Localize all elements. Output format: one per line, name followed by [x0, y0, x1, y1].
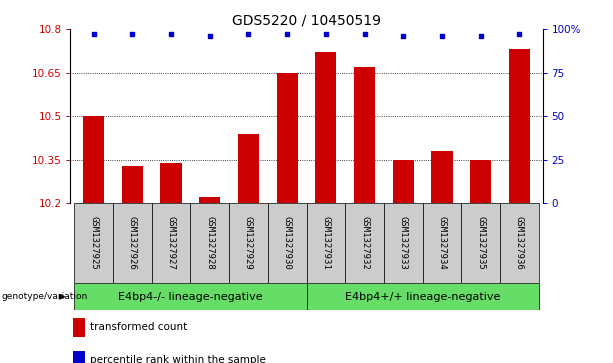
Point — [282, 31, 292, 37]
Text: GSM1327931: GSM1327931 — [321, 216, 330, 270]
Bar — [315, 52, 337, 203]
Bar — [122, 166, 143, 203]
Text: GSM1327932: GSM1327932 — [360, 216, 369, 270]
Point — [128, 31, 137, 37]
FancyBboxPatch shape — [152, 203, 191, 283]
Bar — [432, 151, 452, 203]
FancyBboxPatch shape — [74, 203, 113, 283]
Text: GSM1327935: GSM1327935 — [476, 216, 485, 270]
Text: genotype/variation: genotype/variation — [1, 292, 88, 301]
Text: GSM1327930: GSM1327930 — [283, 216, 292, 270]
Point — [243, 31, 253, 37]
FancyBboxPatch shape — [345, 203, 384, 283]
FancyBboxPatch shape — [229, 203, 268, 283]
Bar — [74, 351, 85, 363]
FancyBboxPatch shape — [268, 203, 306, 283]
FancyBboxPatch shape — [306, 283, 539, 310]
Bar — [276, 73, 298, 203]
Bar — [470, 160, 491, 203]
FancyBboxPatch shape — [113, 203, 152, 283]
Point — [398, 33, 408, 39]
Title: GDS5220 / 10450519: GDS5220 / 10450519 — [232, 14, 381, 28]
Point — [321, 31, 331, 37]
Bar — [199, 197, 221, 203]
Text: GSM1327934: GSM1327934 — [438, 216, 446, 270]
FancyBboxPatch shape — [306, 203, 345, 283]
Point — [89, 31, 99, 37]
FancyBboxPatch shape — [74, 283, 306, 310]
FancyBboxPatch shape — [500, 203, 539, 283]
Text: GSM1327926: GSM1327926 — [128, 216, 137, 270]
Bar — [354, 67, 375, 203]
Text: GSM1327925: GSM1327925 — [89, 216, 98, 270]
FancyBboxPatch shape — [461, 203, 500, 283]
Text: transformed count: transformed count — [90, 322, 188, 333]
FancyBboxPatch shape — [191, 203, 229, 283]
Bar — [238, 134, 259, 203]
Bar — [509, 49, 530, 203]
Bar — [74, 318, 85, 337]
Text: percentile rank within the sample: percentile rank within the sample — [90, 355, 266, 363]
Point — [437, 33, 447, 39]
Text: GSM1327936: GSM1327936 — [515, 216, 524, 270]
Text: GSM1327928: GSM1327928 — [205, 216, 215, 270]
Point — [360, 31, 370, 37]
FancyBboxPatch shape — [384, 203, 422, 283]
Point — [514, 31, 524, 37]
Text: GSM1327929: GSM1327929 — [244, 216, 253, 270]
Point — [205, 33, 215, 39]
Text: GSM1327933: GSM1327933 — [398, 216, 408, 270]
Bar — [83, 116, 104, 203]
Text: E4bp4+/+ lineage-negative: E4bp4+/+ lineage-negative — [345, 292, 500, 302]
Point — [166, 31, 176, 37]
FancyBboxPatch shape — [422, 203, 461, 283]
Text: E4bp4-/- lineage-negative: E4bp4-/- lineage-negative — [118, 292, 263, 302]
Bar — [392, 160, 414, 203]
Bar — [161, 163, 181, 203]
Point — [476, 33, 485, 39]
Text: GSM1327927: GSM1327927 — [167, 216, 175, 270]
